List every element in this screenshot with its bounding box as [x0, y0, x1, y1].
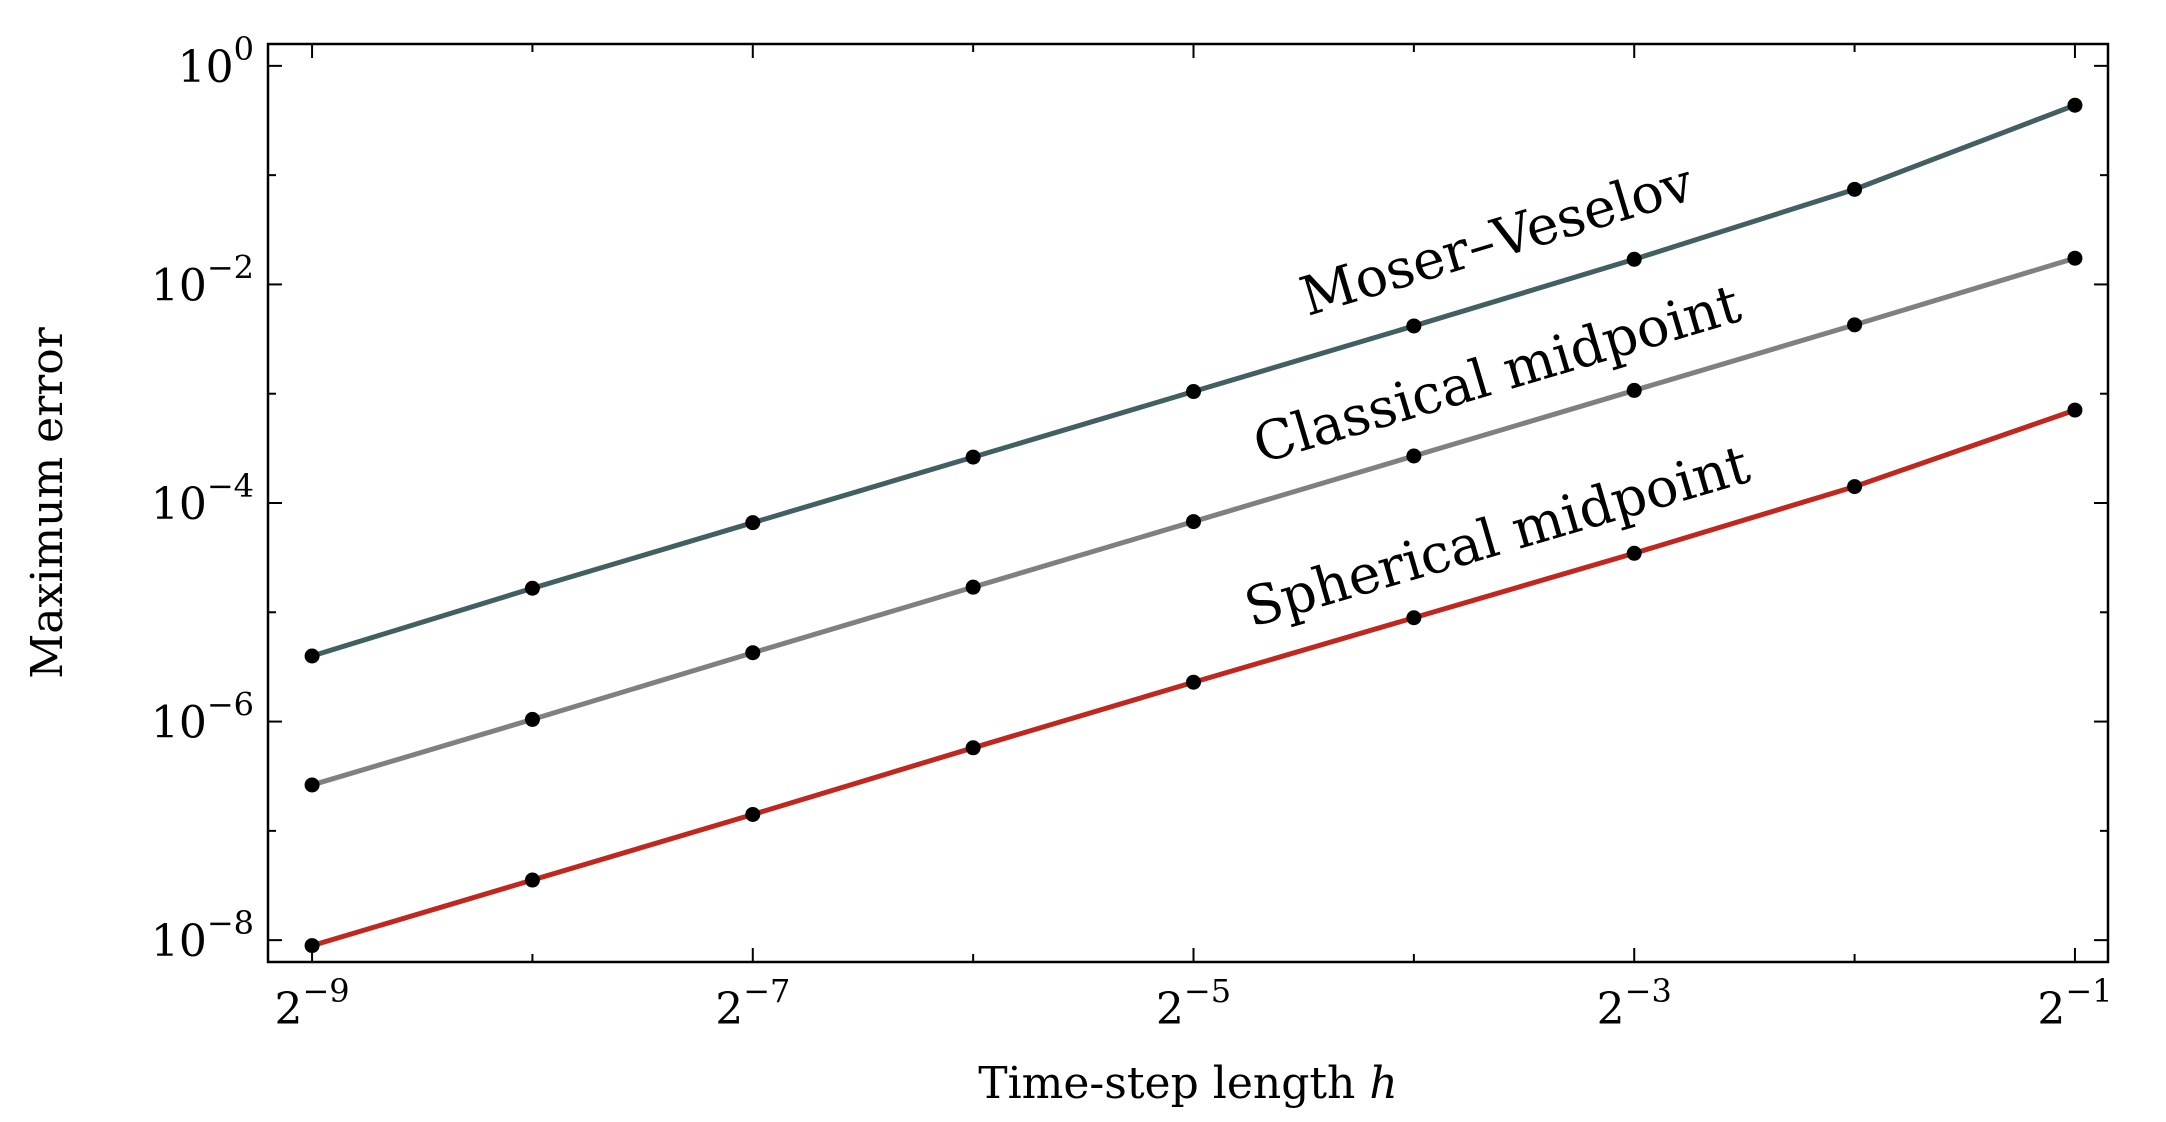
x-axis-title: Time-step length h — [978, 1058, 1397, 1109]
data-point — [304, 648, 320, 664]
x-tick-label: 2−3 — [1597, 972, 1672, 1035]
data-point — [965, 579, 981, 595]
tick-layer — [268, 44, 2108, 962]
y-tick-label: 10−4 — [151, 467, 254, 530]
y-tick-label: 10−6 — [151, 686, 254, 749]
y-axis-title: Maximum error — [22, 326, 73, 679]
data-point — [965, 740, 981, 756]
data-point — [2067, 402, 2083, 418]
x-tick-label: 2−9 — [274, 972, 349, 1035]
series-line — [311, 102, 2076, 659]
y-tick-label: 10−8 — [151, 904, 254, 967]
data-point — [1626, 382, 1642, 398]
data-point — [965, 449, 981, 465]
data-point — [2067, 97, 2083, 113]
data-point — [524, 580, 540, 596]
data-point — [1406, 610, 1422, 626]
x-tick-label: 2−5 — [1156, 972, 1231, 1035]
data-point — [1847, 181, 1863, 197]
data-point — [1406, 318, 1422, 334]
data-point — [745, 515, 761, 531]
data-point — [1626, 251, 1642, 267]
data-point — [1626, 545, 1642, 561]
label-layer: 2−9 2−7 2−5 2−3 2−110010−210−410−610−8Moser–… — [151, 30, 2113, 1035]
data-point — [1847, 479, 1863, 495]
x-tick-label: 2−7 — [715, 972, 790, 1035]
data-point — [304, 938, 320, 954]
data-point — [1186, 514, 1202, 530]
data-point — [1186, 384, 1202, 400]
data-point — [745, 806, 761, 822]
data-point — [1186, 674, 1202, 690]
data-point — [524, 872, 540, 888]
y-tick-label: 100 — [178, 30, 254, 93]
data-point — [1847, 317, 1863, 333]
series-layer — [304, 97, 2083, 954]
data-point — [2067, 250, 2083, 266]
y-tick-label: 10−2 — [151, 248, 254, 311]
data-point — [304, 777, 320, 793]
data-point — [745, 645, 761, 661]
data-point — [524, 711, 540, 727]
data-point — [1406, 448, 1422, 464]
plot-frame — [266, 42, 2110, 964]
x-tick-label: 2−1 — [2037, 972, 2112, 1035]
series-label: Spherical midpoint — [1237, 433, 1756, 640]
